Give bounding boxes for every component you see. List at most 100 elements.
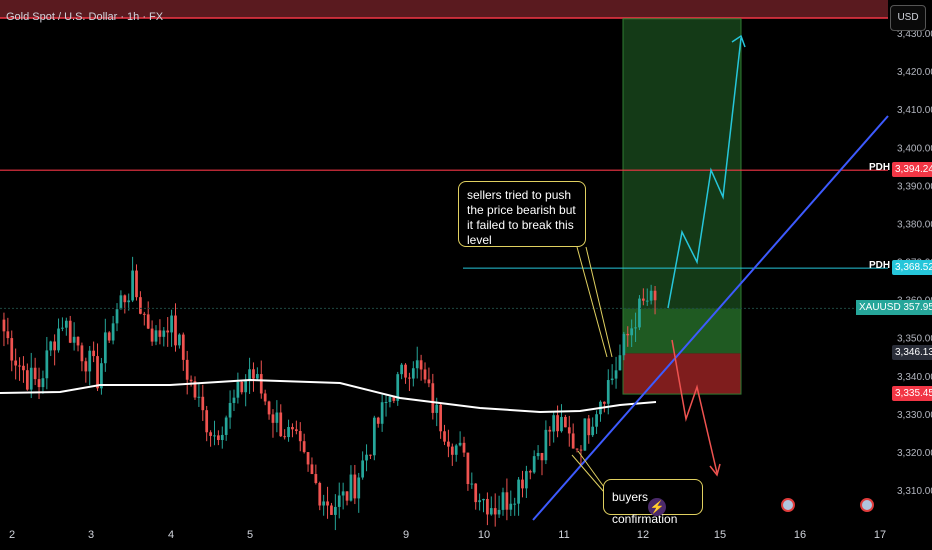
lightning-icon[interactable]: ⚡: [648, 498, 666, 516]
candle-body: [603, 401, 606, 404]
candle-body: [626, 333, 630, 336]
candle-body: [49, 341, 53, 351]
price-level-tag: 3,335.45: [892, 386, 932, 402]
candle-body: [400, 364, 403, 375]
candle-body: [560, 416, 563, 432]
candle-body: [18, 365, 21, 367]
candle-body: [103, 332, 107, 364]
candle-body: [450, 446, 454, 455]
candle-body: [579, 449, 583, 451]
candle-body: [142, 313, 146, 315]
candle-body: [349, 474, 353, 501]
candle-body: [630, 328, 634, 336]
bearish-arrowhead: [709, 463, 721, 477]
candle-body: [209, 432, 212, 436]
candle-body: [291, 427, 294, 430]
candle-body: [388, 396, 392, 403]
sellers-pointer: [585, 246, 613, 358]
candle-body: [318, 482, 322, 506]
price-level-tag: 3,346.13: [892, 345, 932, 361]
x-tick-label: 15: [714, 529, 726, 541]
candle-body: [454, 445, 458, 455]
candle-body: [606, 380, 610, 404]
candle-body: [240, 381, 244, 393]
candle-body: [256, 374, 259, 379]
candle-body: [181, 334, 185, 360]
candle-body: [57, 328, 60, 351]
sellers-pointer: [576, 246, 608, 358]
candle-body: [123, 295, 127, 303]
candle-body: [501, 492, 505, 510]
candle-body: [439, 404, 442, 432]
candle-body: [228, 402, 232, 418]
y-tick-label: 3,400.00: [897, 143, 932, 154]
x-tick-label: 16: [794, 529, 806, 541]
candle-body: [583, 418, 587, 451]
candle-body: [462, 442, 466, 453]
us-flag-icon[interactable]: [781, 498, 795, 512]
candle-body: [575, 448, 579, 450]
candle-body: [2, 319, 6, 332]
x-tick-label: 9: [403, 529, 409, 541]
candle-body: [540, 452, 544, 461]
candle-body: [107, 332, 111, 341]
candle-body: [552, 415, 556, 432]
candle-body: [111, 323, 115, 341]
candle-body: [622, 333, 626, 356]
candle-body: [275, 412, 279, 423]
candle-body: [474, 483, 478, 503]
candle-body: [653, 290, 657, 301]
candle-body: [154, 330, 158, 342]
candle-body: [166, 330, 170, 333]
profit-zone: [623, 308, 741, 354]
candle-body: [6, 331, 10, 339]
candle-body: [302, 441, 306, 453]
candle-body: [408, 377, 411, 379]
candle-body: [505, 492, 509, 510]
candle-body: [263, 393, 267, 402]
candle-body: [294, 429, 298, 432]
candle-body: [139, 297, 142, 314]
candle-body: [345, 491, 349, 501]
currency-button[interactable]: USD: [890, 5, 926, 31]
x-tick-label: 17: [874, 529, 886, 541]
candle-body: [567, 427, 571, 434]
y-tick-label: 3,350.00: [897, 334, 932, 345]
candle-body: [431, 383, 435, 413]
candle-body: [131, 270, 134, 301]
candle-body: [37, 379, 41, 388]
candle-body: [380, 402, 384, 424]
moving-average-line: [0, 378, 657, 414]
bullish-arrowhead: [731, 34, 746, 48]
sellers-note-text: sellers tried to push the price bearish …: [467, 188, 576, 247]
stop-zone: [623, 353, 741, 395]
candle-body: [185, 359, 189, 380]
candle-body: [509, 503, 513, 510]
candle-body: [536, 452, 540, 457]
candle-body: [376, 417, 380, 424]
candle-body: [610, 378, 614, 381]
candle-body: [283, 436, 287, 438]
us-flag-icon[interactable]: [860, 498, 874, 512]
candle-body: [119, 295, 123, 310]
candle-body: [135, 270, 138, 298]
y-tick-label: 3,410.00: [897, 105, 932, 116]
candle-body: [571, 433, 575, 449]
candle-body: [372, 417, 376, 456]
candle-body: [333, 506, 337, 515]
candle-body: [162, 330, 166, 337]
candle-body: [634, 327, 637, 329]
candle-body: [528, 471, 532, 473]
candle-body: [201, 396, 205, 411]
candle-body: [618, 355, 622, 371]
candle-body: [384, 402, 388, 404]
candle-body: [322, 501, 326, 506]
candle-body: [41, 378, 45, 388]
candle-body: [287, 427, 290, 438]
candle-body: [404, 364, 407, 378]
candle-body: [150, 328, 154, 342]
candle-body: [127, 300, 131, 303]
candle-body: [341, 491, 345, 496]
candle-body: [525, 471, 528, 489]
